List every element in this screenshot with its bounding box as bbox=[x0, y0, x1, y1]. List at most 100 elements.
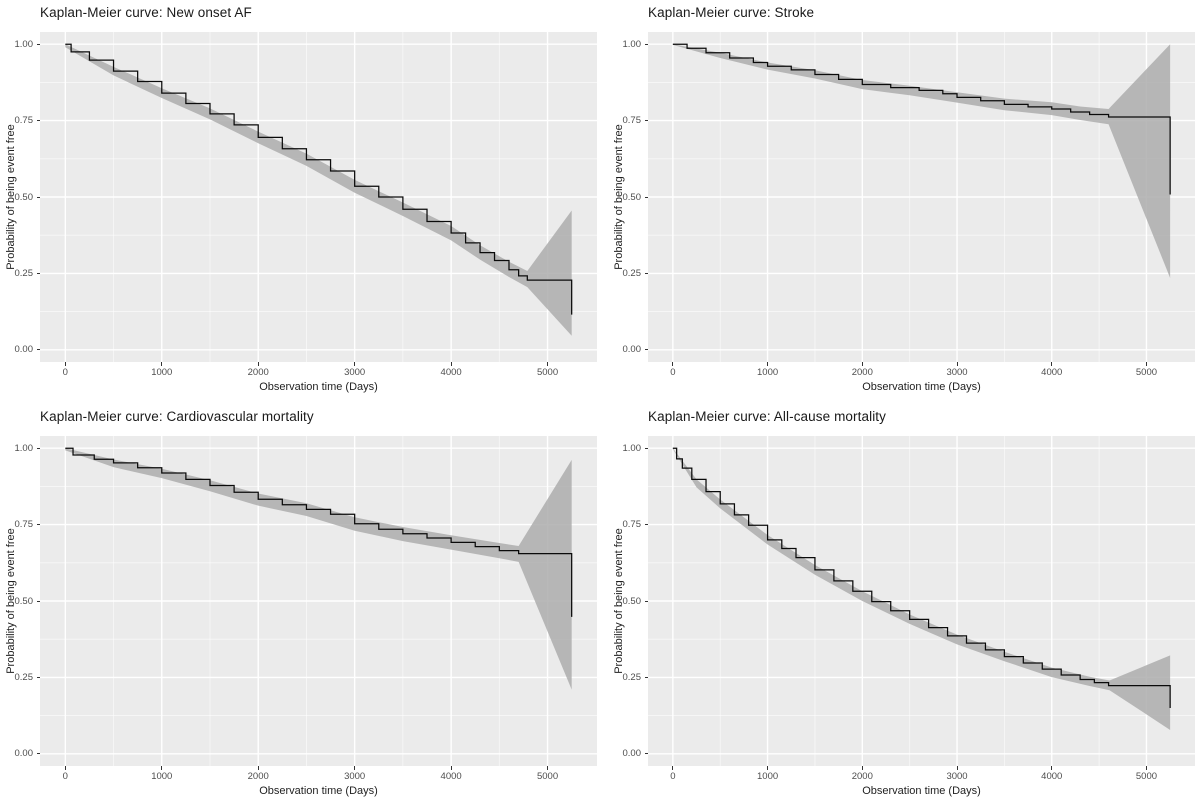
x-tick-mark bbox=[64, 362, 66, 366]
x-tick-label: 3000 bbox=[946, 771, 968, 782]
x-tick-mark bbox=[767, 362, 769, 366]
panel-title: Kaplan-Meier curve: Cardiovascular morta… bbox=[40, 409, 314, 424]
x-tick-mark bbox=[547, 362, 549, 366]
y-tick-mark bbox=[644, 600, 648, 602]
x-tick-mark bbox=[257, 362, 259, 366]
y-tick-label: 0.00 bbox=[622, 748, 642, 760]
x-tick-label: 4000 bbox=[440, 771, 462, 782]
y-tick-label: 0.50 bbox=[14, 191, 34, 203]
x-tick-mark bbox=[64, 766, 66, 770]
x-tick-label: 0 bbox=[62, 367, 68, 378]
plot-area bbox=[40, 436, 597, 766]
y-tick-label: 0.50 bbox=[622, 595, 642, 607]
y-tick-mark bbox=[644, 753, 648, 755]
y-tick-mark bbox=[36, 600, 40, 602]
y-tick-mark bbox=[36, 447, 40, 449]
x-tick-label: 5000 bbox=[1135, 771, 1158, 782]
x-tick-mark bbox=[161, 362, 163, 366]
y-tick-label: 0.75 bbox=[622, 115, 642, 127]
y-tick-mark bbox=[36, 753, 40, 755]
x-tick-label: 5000 bbox=[536, 367, 559, 378]
y-tick-label: 0.25 bbox=[622, 671, 642, 683]
x-tick-mark bbox=[1145, 766, 1147, 770]
km-panel-cardiovascular-mortality: Kaplan-Meier curve: Cardiovascular morta… bbox=[0, 404, 600, 808]
km-panel-all-cause-mortality: Kaplan-Meier curve: All-cause mortality … bbox=[600, 404, 1203, 808]
x-tick-label: 3000 bbox=[344, 771, 366, 782]
x-tick-mark bbox=[1051, 362, 1053, 366]
y-tick-label: 1.00 bbox=[14, 442, 34, 454]
y-tick-mark bbox=[644, 43, 648, 45]
x-tick-label: 5000 bbox=[536, 771, 559, 782]
x-axis-title: Observation time (Days) bbox=[259, 381, 378, 393]
x-tick-mark bbox=[956, 362, 958, 366]
y-tick-label: 1.00 bbox=[622, 38, 642, 50]
panel-title: Kaplan-Meier curve: Stroke bbox=[648, 5, 815, 20]
plot-area bbox=[40, 32, 597, 362]
y-tick-label: 0.25 bbox=[14, 671, 34, 683]
x-tick-label: 1000 bbox=[151, 771, 173, 782]
y-tick-label: 0.50 bbox=[14, 595, 34, 607]
x-axis-title: Observation time (Days) bbox=[259, 785, 378, 797]
x-tick-label: 1000 bbox=[757, 367, 779, 378]
y-tick-label: 0.00 bbox=[622, 344, 642, 356]
x-tick-mark bbox=[861, 362, 863, 366]
y-tick-mark bbox=[644, 196, 648, 198]
y-tick-label: 0.50 bbox=[622, 191, 642, 203]
km-panel-stroke: Kaplan-Meier curve: Stroke Probability o… bbox=[600, 0, 1203, 404]
x-tick-label: 3000 bbox=[946, 367, 968, 378]
y-tick-mark bbox=[36, 524, 40, 526]
y-tick-mark bbox=[36, 43, 40, 45]
y-tick-mark bbox=[36, 349, 40, 351]
x-tick-label: 4000 bbox=[1041, 771, 1063, 782]
x-tick-label: 2000 bbox=[851, 367, 873, 378]
x-tick-mark bbox=[450, 362, 452, 366]
y-tick-label: 0.75 bbox=[14, 115, 34, 127]
y-tick-mark bbox=[644, 676, 648, 678]
y-tick-label: 0.25 bbox=[622, 267, 642, 279]
y-tick-label: 0.75 bbox=[622, 519, 642, 531]
x-axis-title: Observation time (Days) bbox=[862, 785, 981, 797]
x-tick-label: 0 bbox=[62, 771, 68, 782]
y-tick-mark bbox=[36, 676, 40, 678]
plot-area bbox=[648, 436, 1195, 766]
y-tick-mark bbox=[644, 447, 648, 449]
x-axis-title: Observation time (Days) bbox=[862, 381, 981, 393]
x-tick-mark bbox=[354, 766, 356, 770]
y-tick-mark bbox=[644, 120, 648, 122]
x-tick-label: 4000 bbox=[1041, 367, 1063, 378]
km-panel-new-onset-af: Kaplan-Meier curve: New onset AF Probabi… bbox=[0, 0, 600, 404]
x-tick-mark bbox=[672, 766, 674, 770]
y-tick-label: 0.25 bbox=[14, 267, 34, 279]
x-tick-mark bbox=[767, 766, 769, 770]
y-tick-label: 1.00 bbox=[14, 38, 34, 50]
x-tick-label: 2000 bbox=[851, 771, 873, 782]
x-tick-mark bbox=[861, 766, 863, 770]
panel-title: Kaplan-Meier curve: All-cause mortality bbox=[648, 409, 886, 424]
x-tick-label: 0 bbox=[670, 771, 676, 782]
y-tick-label: 0.00 bbox=[14, 344, 34, 356]
x-tick-mark bbox=[257, 766, 259, 770]
y-tick-mark bbox=[36, 272, 40, 274]
y-tick-label: 1.00 bbox=[622, 442, 642, 454]
y-tick-mark bbox=[644, 272, 648, 274]
x-tick-label: 2000 bbox=[247, 367, 269, 378]
y-tick-label: 0.00 bbox=[14, 748, 34, 760]
x-tick-mark bbox=[450, 766, 452, 770]
y-tick-mark bbox=[644, 349, 648, 351]
x-tick-mark bbox=[354, 362, 356, 366]
x-tick-label: 2000 bbox=[247, 771, 269, 782]
y-tick-label: 0.75 bbox=[14, 519, 34, 531]
x-tick-label: 5000 bbox=[1135, 367, 1158, 378]
panel-title: Kaplan-Meier curve: New onset AF bbox=[40, 5, 252, 20]
y-tick-mark bbox=[36, 196, 40, 198]
y-tick-mark bbox=[36, 120, 40, 122]
x-tick-mark bbox=[161, 766, 163, 770]
x-tick-mark bbox=[1145, 362, 1147, 366]
y-tick-mark bbox=[644, 524, 648, 526]
x-tick-label: 3000 bbox=[344, 367, 366, 378]
plot-area bbox=[648, 32, 1195, 362]
x-tick-label: 1000 bbox=[757, 771, 779, 782]
x-tick-mark bbox=[547, 766, 549, 770]
x-tick-mark bbox=[1051, 766, 1053, 770]
